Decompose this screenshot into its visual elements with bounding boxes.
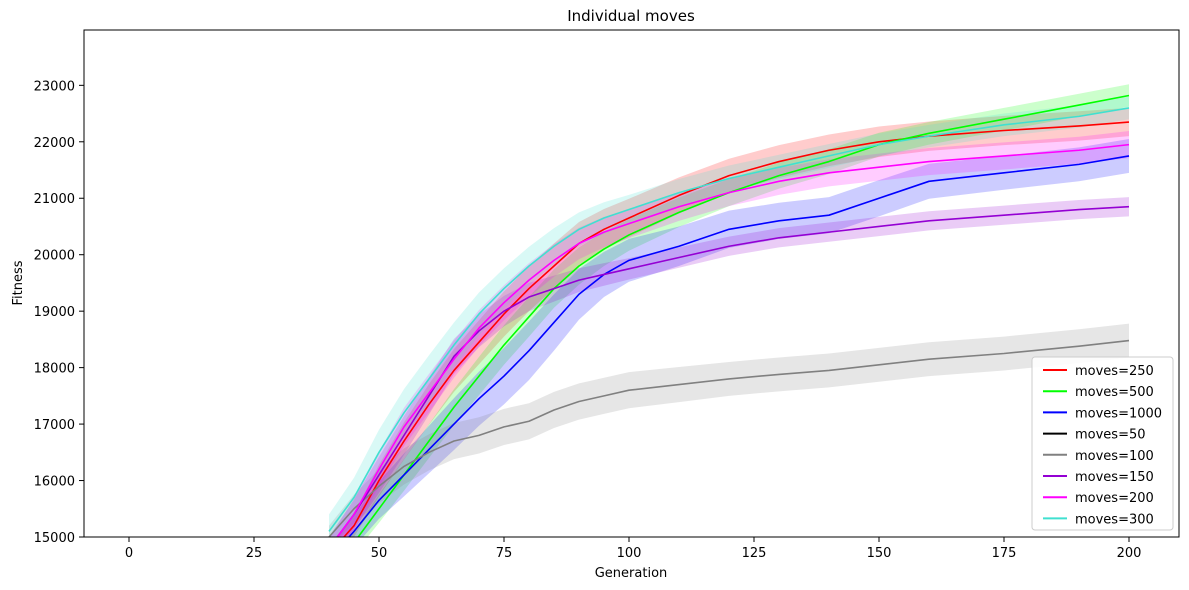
series-lines: [328, 94, 1130, 537]
x-tick-label: 0: [125, 546, 133, 561]
legend-label-moves-200: moves=200: [1075, 491, 1154, 506]
x-tick-label: 125: [742, 546, 767, 561]
line-moves-100: [328, 339, 1130, 537]
y-tick-label: 21000: [34, 192, 75, 207]
x-axis: 0 25 50 75 100 125 150 175 200: [125, 537, 1142, 561]
x-axis-title: Generation: [595, 566, 668, 581]
legend-label-moves-250: moves=250: [1075, 364, 1154, 379]
chart-title: Individual moves: [567, 7, 695, 25]
y-tick-label: 22000: [34, 136, 75, 151]
line-moves-300: [328, 107, 1130, 532]
y-tick-label: 17000: [34, 418, 75, 433]
plot-area-frame: [83, 29, 1180, 538]
legend: moves=250 moves=500 moves=1000 moves=50 move…: [1031, 356, 1174, 531]
x-tick-label: 100: [617, 546, 642, 561]
legend-label-moves-100: moves=100: [1075, 449, 1154, 464]
band-moves-250: [335, 107, 1129, 537]
legend-frame: [1031, 356, 1174, 531]
y-tick-label: 19000: [34, 305, 75, 320]
line-moves-500: [357, 94, 1130, 537]
x-tick-label: 25: [246, 546, 263, 561]
y-tick-label: 18000: [34, 362, 75, 377]
legend-label-moves-300: moves=300: [1075, 512, 1154, 527]
y-axis-title: Fitness: [11, 260, 26, 305]
band-moves-200: [329, 131, 1129, 537]
line-moves-150: [336, 205, 1130, 537]
band-moves-1000: [337, 138, 1129, 537]
x-tick-label: 175: [992, 546, 1017, 561]
x-tick-label: 200: [1117, 546, 1142, 561]
band-moves-100: [329, 323, 1129, 537]
legend-label-moves-50: moves=50: [1075, 428, 1146, 443]
legend-label-moves-500: moves=500: [1075, 385, 1154, 400]
x-tick-label: 150: [867, 546, 892, 561]
y-axis: 15000 16000 17000 18000 19000 20000 21000 22000…: [34, 79, 84, 546]
legend-label-moves-1000: moves=1000: [1075, 406, 1162, 421]
y-tick-label: 23000: [34, 79, 75, 94]
y-tick-label: 20000: [34, 249, 75, 264]
y-tick-label: 15000: [34, 531, 75, 546]
line-moves-1000: [347, 155, 1130, 537]
x-tick-label: 75: [496, 546, 513, 561]
line-moves-200: [336, 143, 1130, 537]
y-tick-label: 16000: [34, 475, 75, 490]
x-tick-label: 50: [371, 546, 388, 561]
legend-label-moves-150: moves=150: [1075, 470, 1154, 485]
